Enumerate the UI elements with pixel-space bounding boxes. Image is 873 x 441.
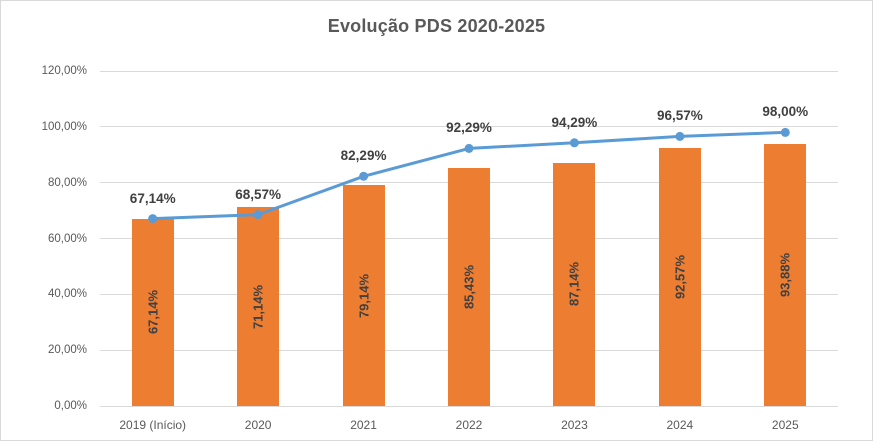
x-tick-label: 2019 (Início) <box>119 418 187 432</box>
chart-title: Evolução PDS 2020-2025 <box>327 16 546 36</box>
x-tick-label: 2024 <box>666 418 694 432</box>
line-marker <box>253 210 263 220</box>
gridline <box>100 405 838 407</box>
y-tick-label: 60,00% <box>47 232 87 245</box>
y-tick-label: 80,00% <box>47 176 87 189</box>
y-tick-label: 20,00% <box>47 344 87 357</box>
x-tick-label: 2025 <box>771 418 799 432</box>
bar <box>764 143 807 406</box>
y-tick-label: 40,00% <box>47 288 87 301</box>
x-tick-label: 2023 <box>561 418 588 432</box>
y-tick-label: 120,00% <box>41 65 87 77</box>
line-value-label: 92,29% <box>446 120 492 136</box>
line-marker <box>569 138 579 148</box>
y-tick-label: 100,00% <box>41 120 87 133</box>
line-value-label: 94,29% <box>551 114 598 130</box>
y-tick-label: 0,00% <box>54 400 87 412</box>
bar <box>448 167 490 406</box>
gridline <box>100 126 838 128</box>
x-tick-label: 2022 <box>455 418 483 432</box>
bar <box>658 147 701 406</box>
bar <box>237 207 280 406</box>
x-tick-label: 2021 <box>350 418 377 432</box>
line-value-label: 96,57% <box>656 108 703 124</box>
line-marker <box>464 143 474 153</box>
line-value-label: 98,00% <box>762 104 809 120</box>
line-marker <box>359 171 369 181</box>
x-tick-label: 2020 <box>244 418 272 432</box>
gridline <box>100 70 838 72</box>
line-marker <box>780 127 790 137</box>
bar <box>131 218 174 406</box>
line-marker <box>675 131 685 141</box>
bar <box>553 162 596 406</box>
line-value-label: 82,29% <box>340 148 387 164</box>
line-series <box>148 127 790 224</box>
line-value-label: 67,14% <box>129 190 176 206</box>
line-value-label: 68,57% <box>235 186 282 202</box>
line-marker <box>148 214 158 224</box>
bar <box>342 185 385 406</box>
